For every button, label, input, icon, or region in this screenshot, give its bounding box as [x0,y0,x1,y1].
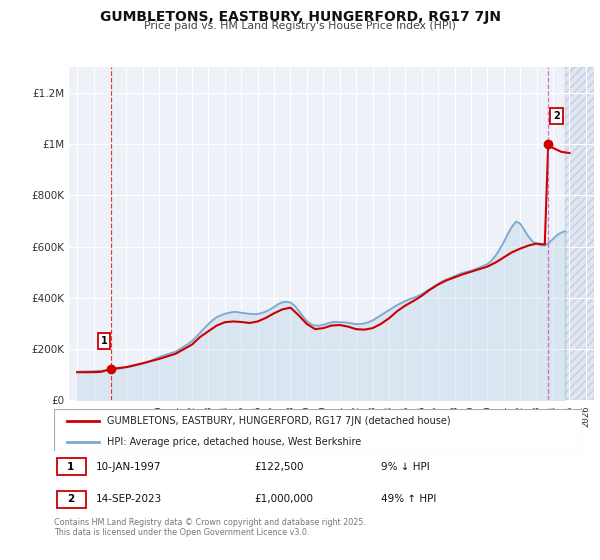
Text: GUMBLETONS, EASTBURY, HUNGERFORD, RG17 7JN: GUMBLETONS, EASTBURY, HUNGERFORD, RG17 7… [100,10,500,24]
Text: 2: 2 [553,111,560,121]
Text: HPI: Average price, detached house, West Berkshire: HPI: Average price, detached house, West… [107,437,361,446]
Text: 2: 2 [67,494,74,505]
Text: 14-SEP-2023: 14-SEP-2023 [96,494,163,505]
Text: GUMBLETONS, EASTBURY, HUNGERFORD, RG17 7JN (detached house): GUMBLETONS, EASTBURY, HUNGERFORD, RG17 7… [107,416,451,426]
Text: 1: 1 [101,336,107,346]
Text: £122,500: £122,500 [254,461,304,472]
Text: Price paid vs. HM Land Registry's House Price Index (HPI): Price paid vs. HM Land Registry's House … [144,21,456,31]
Bar [565,67,594,400]
Bar [56,491,86,508]
Text: 1: 1 [67,461,74,472]
Text: 10-JAN-1997: 10-JAN-1997 [96,461,162,472]
Text: Contains HM Land Registry data © Crown copyright and database right 2025.
This d: Contains HM Land Registry data © Crown c… [54,518,366,538]
Bar [565,67,594,400]
Text: 49% ↑ HPI: 49% ↑ HPI [382,494,437,505]
Text: 9% ↓ HPI: 9% ↓ HPI [382,461,430,472]
Bar [56,458,86,475]
Text: £1,000,000: £1,000,000 [254,494,314,505]
